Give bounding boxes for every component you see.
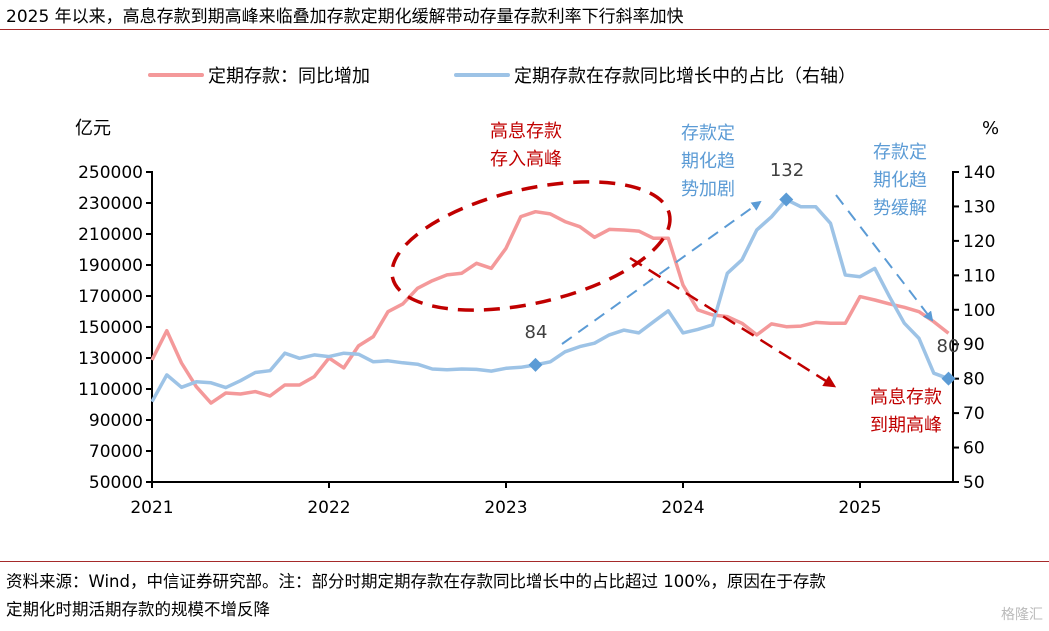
series-line-deposit-increase <box>150 209 950 405</box>
chart: 定期存款：同比增加 定期存款在存款同比增长中的占比（右轴） 亿元 % 250000 230… <box>75 66 999 518</box>
source-line-1: 资料来源：Wind，中信证券研究部。注：部分时期定期存款在存款同比增长中的占比超… <box>6 572 826 591</box>
left-tick-label: 170000 <box>78 287 143 307</box>
right-tick-label: 130 <box>963 197 995 217</box>
right-tick-label: 80 <box>963 370 985 390</box>
right-tick-label: 60 <box>963 439 985 459</box>
maturity-arrow <box>629 256 837 388</box>
peak-inflow-ellipse <box>390 180 672 312</box>
watermark-logo: 格隆汇 <box>1001 607 1043 623</box>
legend-label-blue: 定期存款在存款同比增长中的占比（右轴） <box>514 66 856 87</box>
marker-label: 80 <box>937 336 960 357</box>
source-note: 资料来源：Wind，中信证券研究部。注：部分时期定期存款在存款同比增长中的占比超… <box>6 568 1046 624</box>
x-tick-label: 2023 <box>484 498 527 518</box>
right-axis-unit: % <box>982 118 999 139</box>
left-tick-label: 190000 <box>78 256 143 276</box>
source-line-2: 定期化时期活期存款的规模不增反降 <box>6 600 270 619</box>
left-tick-label: 110000 <box>78 380 143 400</box>
right-tick-label: 140 <box>963 163 995 183</box>
left-tick-label: 210000 <box>78 225 143 245</box>
annotation-text: 势加剧 <box>681 179 735 200</box>
diamond-marker-icon <box>941 371 956 386</box>
x-tick-label: 2025 <box>838 498 881 518</box>
diamond-marker-icon <box>779 192 794 207</box>
right-tick-label: 90 <box>963 335 985 355</box>
annotation-text: 期化趋 <box>873 170 927 191</box>
left-tick-label: 90000 <box>89 411 143 431</box>
annotation-text: 存入高峰 <box>490 149 562 170</box>
ease-arrow <box>835 194 934 322</box>
rise-arrow <box>561 200 762 345</box>
right-tick-label: 50 <box>963 473 985 493</box>
annotation-text: 高息存款 <box>490 121 562 142</box>
annotation-text: 存款定 <box>873 142 927 163</box>
annotation-text: 势缓解 <box>873 198 927 219</box>
x-tick-label: 2022 <box>307 498 350 518</box>
diamond-marker-icon <box>528 357 543 372</box>
annotation-text: 期化趋 <box>681 151 735 172</box>
annotation-text: 存款定 <box>681 123 735 144</box>
legend-label-pink: 定期存款：同比增加 <box>208 66 370 87</box>
left-axis-unit: 亿元 <box>75 118 111 139</box>
right-tick-label: 100 <box>963 301 995 321</box>
left-tick-label: 50000 <box>89 473 143 493</box>
series-line-share-ratio <box>150 197 950 403</box>
source-rule <box>0 561 1049 562</box>
marker-label: 84 <box>525 322 548 343</box>
annotation-text: 到期高峰 <box>870 415 942 436</box>
x-tick-label: 2024 <box>661 498 704 518</box>
annotation-text: 高息存款 <box>870 387 942 408</box>
x-tick-label: 2021 <box>130 498 173 518</box>
left-tick-label: 230000 <box>78 194 143 214</box>
left-tick-label: 250000 <box>78 163 143 183</box>
left-tick-label: 130000 <box>78 349 143 369</box>
marker-label: 132 <box>770 160 804 181</box>
chart-title: 2025 年以来，高息存款到期高峰来临叠加存款定期化缓解带动存量存款利率下行斜率… <box>6 7 684 27</box>
left-tick-label: 150000 <box>78 318 143 338</box>
right-tick-label: 120 <box>963 232 995 252</box>
left-tick-label: 70000 <box>89 442 143 462</box>
title-rule <box>0 29 1049 30</box>
right-tick-label: 70 <box>963 404 985 424</box>
right-tick-label: 110 <box>963 266 995 286</box>
